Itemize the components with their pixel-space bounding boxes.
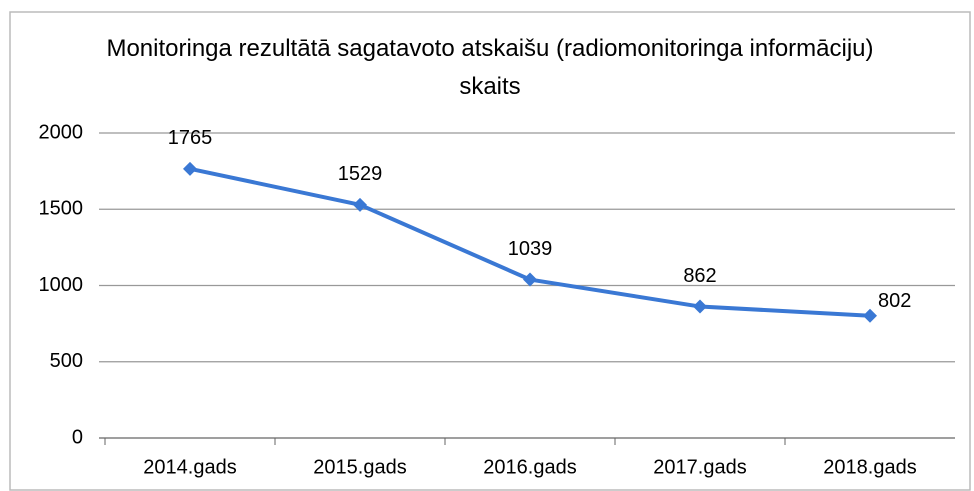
chart-title: Monitoringa rezultātā sagatavoto atskaiš… xyxy=(106,35,874,100)
data-point xyxy=(523,272,537,287)
x-tick-label: 2014.gads xyxy=(143,456,236,478)
x-tick-label: 2016.gads xyxy=(483,456,576,478)
data-point xyxy=(693,299,707,314)
x-tick-label: 2017.gads xyxy=(653,456,746,478)
data-label: 802 xyxy=(878,290,911,312)
data-point xyxy=(863,308,877,323)
y-tick-label: 500 xyxy=(50,350,83,372)
y-tick-label: 1500 xyxy=(39,198,84,220)
x-tick-label: 2015.gads xyxy=(313,456,406,478)
data-label: 1039 xyxy=(508,238,553,260)
data-label: 1765 xyxy=(168,127,213,149)
data-label: 1529 xyxy=(338,163,383,185)
y-tick-label: 1000 xyxy=(39,274,84,296)
data-point xyxy=(353,197,367,212)
data-label: 862 xyxy=(683,265,716,287)
data-point xyxy=(183,161,197,176)
x-tick-label: 2018.gads xyxy=(823,456,916,478)
y-tick-label: 0 xyxy=(72,426,83,448)
chart-border xyxy=(9,11,971,491)
y-tick-label: 2000 xyxy=(39,121,84,143)
